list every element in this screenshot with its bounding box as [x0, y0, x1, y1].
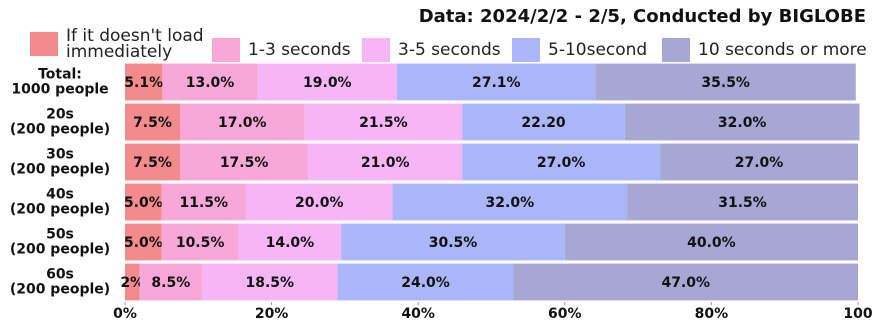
value-label: 24.0% — [401, 275, 450, 291]
legend-item: If it doesn't load immediately — [30, 26, 216, 62]
value-label: 40.0% — [687, 235, 736, 251]
value-label: 32.0% — [718, 115, 767, 131]
legend-swatch — [512, 38, 540, 62]
value-label: 30.5% — [429, 235, 478, 251]
value-label: 5.0% — [124, 235, 163, 251]
bar-segment — [257, 63, 397, 101]
value-label: 17.5% — [220, 155, 269, 171]
value-label: 7.5% — [133, 115, 172, 131]
bar-segment — [513, 263, 858, 301]
y-tick-label: 50s — [46, 227, 74, 243]
value-label: 5.1% — [124, 75, 163, 91]
value-label: 14.0% — [266, 235, 315, 251]
y-tick-label: 30s — [46, 147, 74, 163]
value-label: 47.0% — [661, 275, 710, 291]
bar-segment — [308, 143, 463, 181]
legend-item: 10 seconds or more — [662, 34, 867, 66]
value-label: 18.5% — [245, 275, 294, 291]
value-label: 27.1% — [472, 75, 521, 91]
legend-label: 5-10second — [548, 40, 648, 60]
value-label: 7.5% — [133, 155, 172, 171]
legend-swatch — [212, 38, 240, 62]
legend-item: 3-5 seconds — [362, 34, 501, 66]
value-label: 20.0% — [295, 195, 344, 211]
bar-segment — [660, 143, 858, 181]
bar-segment — [337, 263, 514, 301]
x-tick-label: 100 — [843, 306, 872, 322]
y-tick-label: Total: — [38, 67, 82, 83]
x-tick-label: 0% — [113, 306, 137, 322]
y-tick-label: 20s — [46, 107, 74, 123]
value-label: 21.5% — [359, 115, 408, 131]
bar-segment — [245, 183, 393, 221]
bar-segment — [392, 183, 628, 221]
bar-segment — [179, 143, 309, 181]
value-label: 31.5% — [718, 195, 767, 211]
value-label: 27.0% — [537, 155, 586, 171]
y-tick-label: 60s — [46, 267, 74, 283]
bar-segment — [238, 223, 342, 261]
chart-title: Data: 2024/2/2 - 2/5, Conducted by BIGLO… — [419, 6, 866, 27]
bar-segment — [396, 63, 596, 101]
value-label: 32.0% — [486, 195, 535, 211]
bar-segment — [564, 223, 858, 261]
y-tick-label: 1000 people — [11, 82, 108, 98]
bar-segment — [161, 183, 246, 221]
legend-swatch — [362, 38, 390, 62]
legend-swatch — [662, 38, 690, 62]
bar-segment — [595, 63, 856, 101]
value-label: 2% — [120, 275, 144, 291]
legend-label: 1-3 seconds — [248, 40, 351, 60]
y-tick-label: (200 people) — [10, 162, 110, 178]
x-tick-label: 60% — [548, 306, 582, 322]
bar-segment — [125, 63, 163, 101]
y-tick-label: 40s — [46, 187, 74, 203]
y-tick-label: (200 people) — [10, 282, 110, 298]
bar-segment — [125, 103, 180, 141]
y-tick-label: (200 people) — [10, 242, 110, 258]
value-label: 11.5% — [180, 195, 229, 211]
legend-item: 1-3 seconds — [212, 34, 351, 66]
legend-label: 10 seconds or more — [698, 40, 867, 60]
bar-segment — [304, 103, 463, 141]
value-label: 13.0% — [186, 75, 235, 91]
value-label: 10.5% — [176, 235, 225, 251]
legend-swatch — [30, 32, 58, 56]
bar-segment — [125, 263, 140, 301]
bar-segment — [341, 223, 565, 261]
value-label: 35.5% — [701, 75, 750, 91]
bar-segment — [462, 103, 625, 141]
y-tick-label: (200 people) — [10, 202, 110, 218]
y-tick-label: (200 people) — [10, 122, 110, 138]
x-tick-label: 20% — [255, 306, 289, 322]
value-label: 21.0% — [361, 155, 410, 171]
bar-segment — [125, 143, 180, 181]
bar-segment — [627, 183, 858, 221]
x-tick-label: 80% — [695, 306, 729, 322]
value-label: 17.0% — [218, 115, 267, 131]
bar-segment — [462, 143, 661, 181]
bar-segment — [179, 103, 305, 141]
bar-segment — [624, 103, 860, 141]
legend-label: If it doesn't load immediately — [66, 26, 204, 62]
value-label: 8.5% — [151, 275, 190, 291]
value-label: 22.20 — [521, 115, 566, 131]
value-label: 5.0% — [124, 195, 163, 211]
value-label: 19.0% — [303, 75, 352, 91]
legend-label: 3-5 seconds — [398, 40, 501, 60]
x-tick-label: 40% — [401, 306, 435, 322]
legend-item: 5-10second — [512, 34, 647, 66]
bar-segment — [162, 63, 258, 101]
value-label: 27.0% — [735, 155, 784, 171]
bar-segment — [139, 263, 202, 301]
bar-segment — [125, 183, 162, 221]
bar-segment — [201, 263, 338, 301]
bar-segment — [125, 223, 162, 261]
bar-segment — [161, 223, 239, 261]
